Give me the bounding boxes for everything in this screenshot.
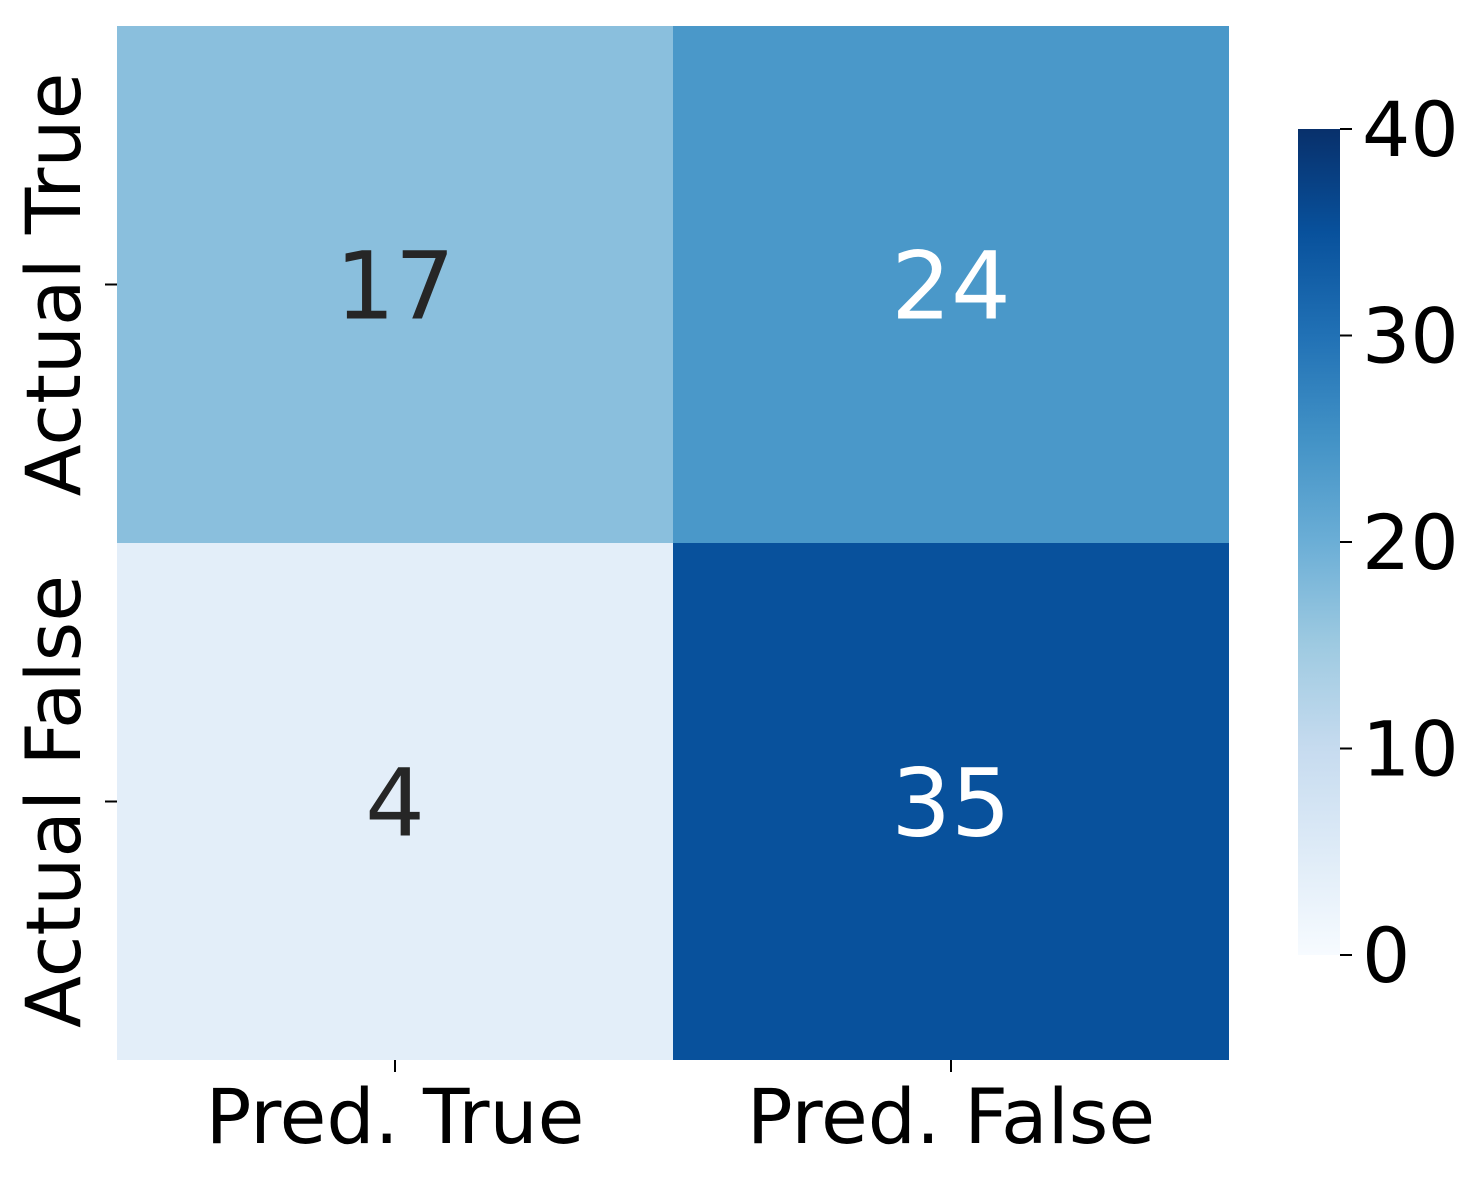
cell-value-label: 17 (335, 233, 455, 342)
colorbar: 0 10 20 30 40 (1298, 85, 1459, 1000)
cell-value-label: 35 (891, 750, 1011, 859)
colorbar-tick-label: 20 (1362, 498, 1459, 587)
x-axis: Pred. True Pred. False (206, 1060, 1155, 1161)
colorbar-gradient (1298, 129, 1340, 955)
y-tick-label: Actual False (9, 575, 98, 1028)
colorbar-tick-label: 10 (1362, 705, 1459, 794)
colorbar-tick-label: 40 (1362, 85, 1459, 174)
heatmap-grid: 17 24 4 35 (117, 26, 1229, 1060)
cell-value-label: 24 (891, 233, 1011, 342)
colorbar-tick-label: 0 (1362, 911, 1410, 1000)
colorbar-tick-label: 30 (1362, 292, 1459, 381)
x-tick-label: Pred. False (747, 1072, 1155, 1161)
x-tick-label: Pred. True (206, 1072, 585, 1161)
heatmap-cell-actual-true-pred-true (117, 26, 673, 543)
y-tick-label: Actual True (9, 73, 98, 497)
heatmap-cell-actual-false-pred-true (117, 543, 673, 1060)
cell-value-label: 4 (365, 750, 425, 859)
y-axis: Actual True Actual False (9, 73, 117, 1028)
heatmap-cell-actual-false-pred-false (673, 543, 1229, 1060)
heatmap-cell-actual-true-pred-false (673, 26, 1229, 543)
